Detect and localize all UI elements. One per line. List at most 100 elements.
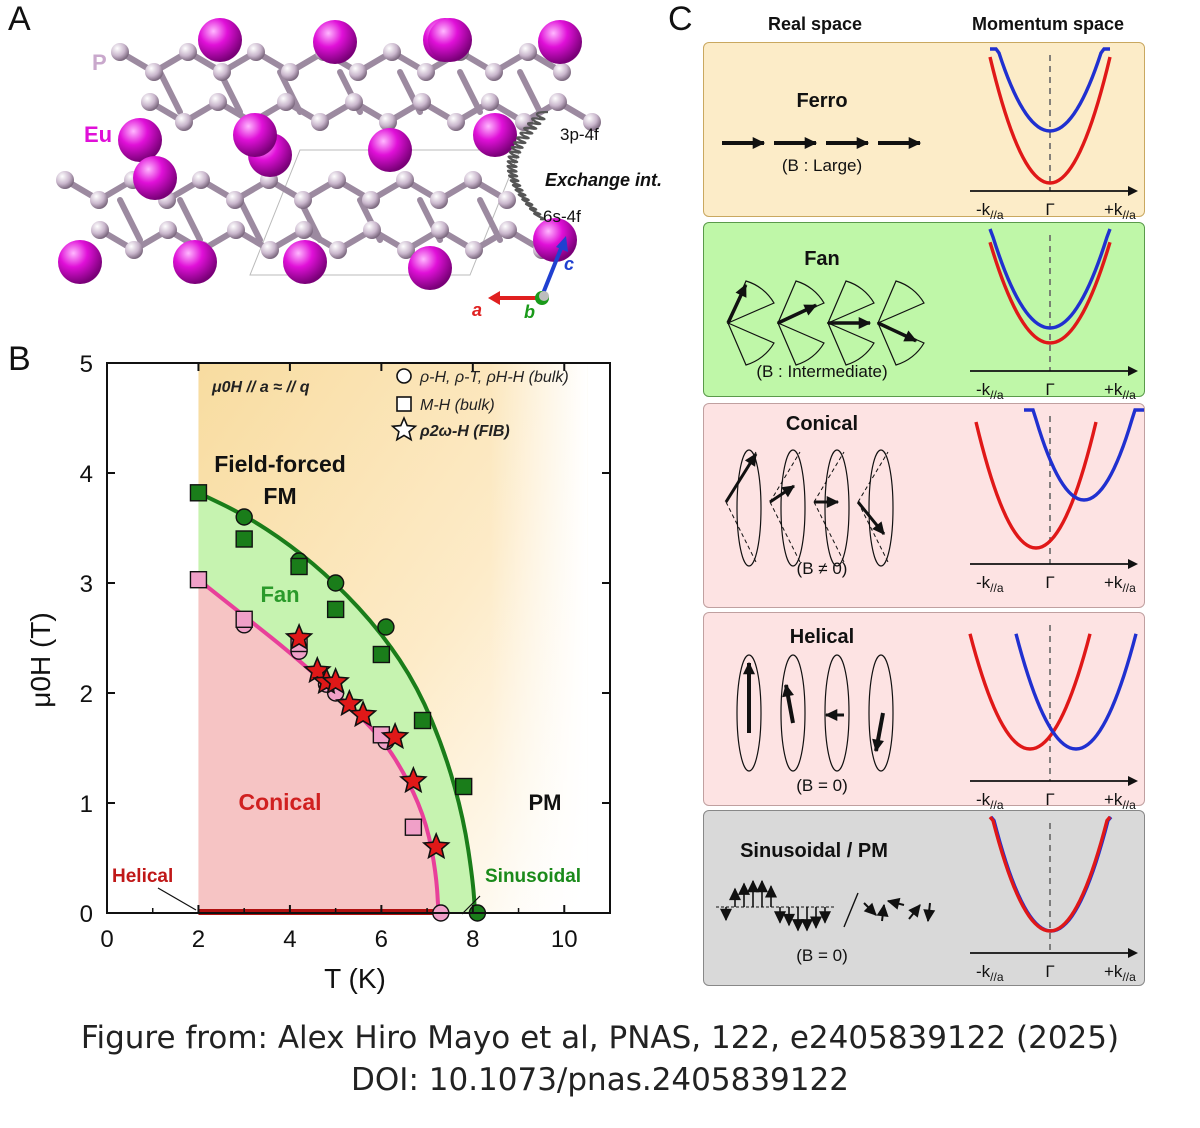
k-axis-minus-label: -k//a [976,962,1004,984]
data-point-star [284,622,314,651]
k-axis-minus-label: -k//a [976,790,1004,812]
k-axis-gamma-label: Γ [1045,790,1054,809]
p-atom [90,191,108,209]
eu-atom [313,20,357,64]
crystal-structure-illustration: P Eu 3p-4f Exchange int. 6s-4f a b c [56,18,662,322]
p-atom [192,171,210,189]
eu-atom [408,246,452,290]
y-tick-label: 4 [80,461,93,488]
eu-atom [368,128,412,172]
p-atom [125,241,143,259]
region-fan [198,492,476,913]
band-dispersion-curve [974,421,1098,550]
data-point-star [321,666,350,695]
region-label-pm: PM [529,790,562,815]
data-point-circle [235,508,253,526]
p-atom [485,63,503,81]
region-label-fffm-1: Field-forced [214,451,346,477]
axis-label-a: a [472,300,482,320]
p-atom [499,221,517,239]
field-condition-label: (B ≠ 0) [797,559,848,578]
data-point-square [189,484,208,502]
eu-atom [283,240,327,284]
column-header-real-space: Real space [768,14,863,34]
y-axis-title: μ0H (T) [25,612,56,707]
eu-atom [58,240,102,284]
k-axis-plus-label: +k//a [1104,962,1136,984]
region-conical [198,579,439,913]
plot-frame [106,362,611,914]
field-condition-label: (B : Large) [782,156,862,175]
p-atom [311,113,329,131]
data-point-square [235,530,253,548]
exchange-label: Exchange int. [545,170,662,190]
p-atom [379,113,397,131]
legend-title: μ0H // a ≈ // q [211,379,310,396]
spin-panel-title: Fan [804,248,840,270]
band-dispersion-curve [1024,408,1144,502]
spin-panel-title: Sinusoidal / PM [740,840,888,862]
p-atom [295,221,313,239]
p-atom [431,221,449,239]
column-header-momentum-space: Momentum space [972,14,1125,34]
x-tick-label: 0 [100,926,113,953]
p-atom [447,113,465,131]
p-atom [294,191,312,209]
x-tick-label: 6 [375,926,388,953]
region-label-conical: Conical [238,789,321,815]
y-tick-label: 2 [80,681,93,708]
x-tick-label: 10 [551,926,578,953]
p-atom [481,93,499,111]
k-axis-plus-label: +k//a [1104,573,1136,595]
k-axis-plus-label: +k//a [1104,200,1136,222]
p-atom [397,241,415,259]
data-point-star [421,831,451,860]
p-atom [430,191,448,209]
p-atom [383,43,401,61]
p-atom [553,63,571,81]
spin-panel-title: Conical [786,413,858,435]
p-atom [413,93,431,111]
data-point-square [189,570,208,589]
band-dispersion-curve [968,633,1092,751]
p-atom [247,43,265,61]
band-dispersion-curve [988,228,1112,330]
y-tick-label: 0 [80,901,93,928]
exchange-label-3p4f: 3p-4f [560,125,599,144]
data-point-square [404,818,423,836]
eu-atom [118,118,162,162]
data-point-square [326,600,345,619]
eu-atom [428,18,472,62]
x-tick-label: 8 [466,926,479,953]
legend-marker-square [396,396,412,412]
data-point-square [372,645,391,664]
axis-label-c: c [564,254,574,274]
p-atom [213,63,231,81]
p-atom [159,221,177,239]
p-atom [349,63,367,81]
exchange-label-6s4f: 6s-4f [543,207,581,226]
k-axis-gamma-label: Γ [1045,380,1054,399]
spin-arrows-icon [736,654,894,772]
eu-atoms [58,18,582,290]
p-atom [464,171,482,189]
p-atom [329,241,347,259]
spin-panel-helical: Helical (B = 0) -k//a Γ +k//a [703,612,1145,812]
legend-label: M-H (bulk) [420,397,495,414]
region-label-fffm-2: FM [263,483,296,509]
figure-caption-line-2: DOI: 10.1073/pnas.2405839122 [351,1062,849,1098]
p-atom [209,93,227,111]
eu-atom [233,113,277,157]
p-atom [175,113,193,131]
legend-label: ρ-H, ρ-T, ρH-H (bulk) [419,369,569,386]
p-atom [417,63,435,81]
data-point-square [290,557,308,576]
p-atom [345,93,363,111]
eu-atom [538,20,582,64]
p-atom [362,191,380,209]
phase-boundary-upper [197,490,478,914]
p-atom [549,93,567,111]
band-dispersion-curve [1014,633,1138,751]
eu-atom [198,18,242,62]
chart-legend: ρ-H, ρ-T, ρH-H (bulk) M-H (bulk) ρ2ω-H (FI… [390,368,569,442]
